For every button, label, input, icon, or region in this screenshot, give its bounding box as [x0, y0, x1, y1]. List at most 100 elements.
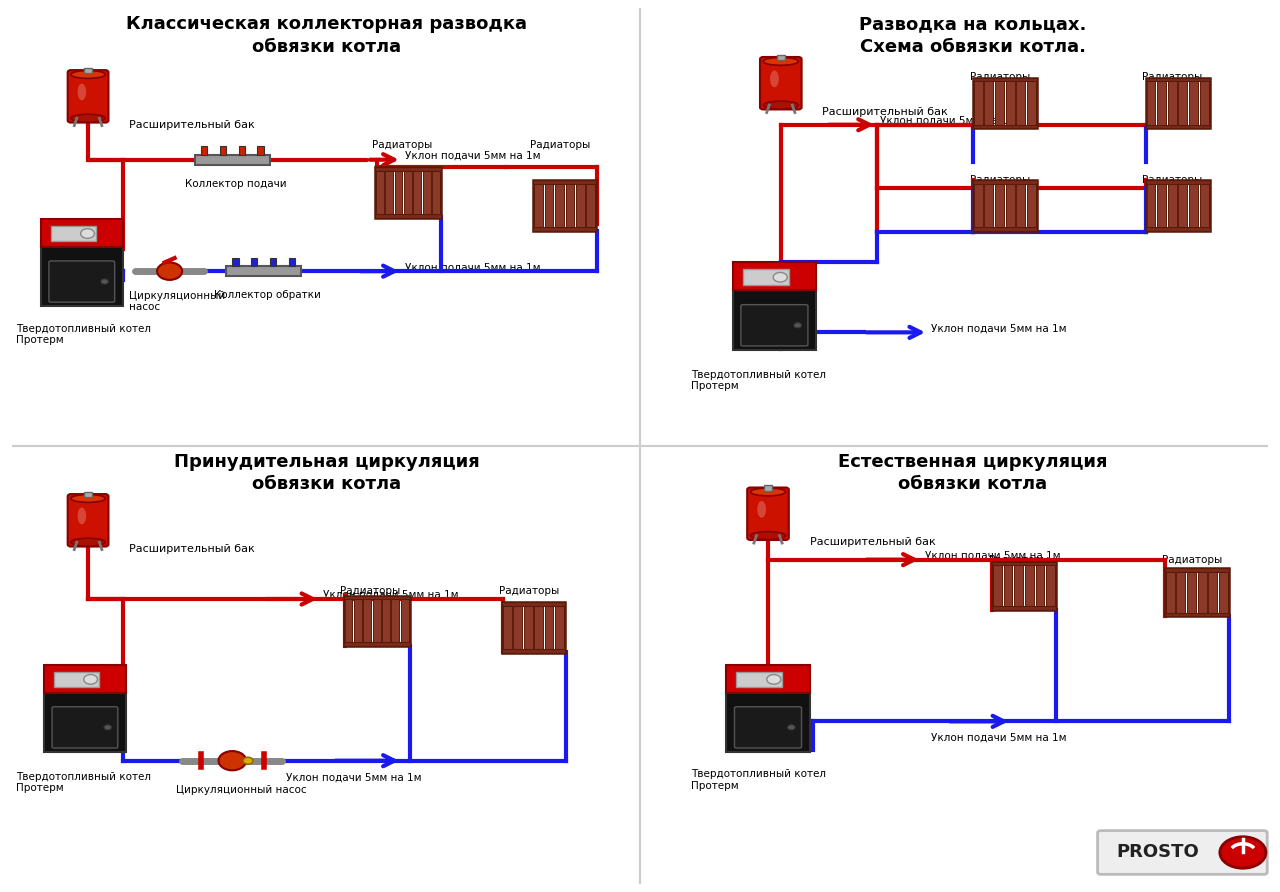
Bar	[1157, 78, 1166, 128]
Bar	[394, 168, 402, 218]
Text: PROSTO: PROSTO	[1116, 844, 1199, 862]
Text: Твердотопливный котел
Протерм: Твердотопливный котел Протерм	[15, 772, 151, 793]
Bar	[413, 168, 421, 218]
Bar	[1165, 613, 1229, 616]
Bar	[534, 227, 596, 231]
Text: Твердотопливный котел
Протерм: Твердотопливный котел Протерм	[691, 770, 826, 791]
Bar	[1165, 568, 1229, 616]
Bar	[973, 180, 1037, 184]
Bar	[576, 180, 585, 231]
Bar	[973, 78, 1037, 81]
Circle shape	[243, 757, 253, 764]
Circle shape	[767, 674, 781, 684]
Ellipse shape	[750, 488, 786, 496]
Text: Разводка на кольцах.
Схема обвязки котла.: Разводка на кольцах. Схема обвязки котла…	[859, 15, 1087, 56]
FancyBboxPatch shape	[41, 219, 123, 247]
Text: Радиаторы: Радиаторы	[1143, 72, 1203, 82]
Bar	[1167, 180, 1176, 231]
Text: Уклон подачи 5мм на 1м: Уклон подачи 5мм на 1м	[404, 151, 540, 161]
Bar	[1179, 180, 1188, 231]
Text: Расширительный бак: Расширительный бак	[823, 107, 948, 117]
Ellipse shape	[70, 114, 105, 122]
Ellipse shape	[78, 508, 86, 524]
FancyBboxPatch shape	[68, 70, 109, 122]
Bar	[992, 607, 1056, 610]
Circle shape	[773, 272, 787, 282]
Circle shape	[219, 751, 246, 771]
Bar	[1016, 78, 1025, 128]
Bar	[586, 180, 595, 231]
Bar	[1167, 78, 1176, 128]
Bar	[1006, 180, 1015, 231]
Bar	[764, 485, 772, 491]
Text: Коллектор обратки: Коллектор обратки	[214, 290, 320, 300]
Bar	[1025, 562, 1034, 610]
Bar	[289, 258, 296, 267]
Bar	[502, 649, 564, 653]
Text: Радиаторы: Радиаторы	[371, 140, 431, 150]
Ellipse shape	[763, 101, 799, 109]
Bar	[736, 672, 782, 687]
FancyBboxPatch shape	[760, 57, 801, 110]
FancyBboxPatch shape	[748, 488, 788, 540]
Bar	[392, 596, 399, 646]
Bar	[1147, 78, 1156, 128]
Bar	[1219, 568, 1228, 616]
Bar	[992, 562, 1056, 566]
Text: Радиаторы: Радиаторы	[530, 140, 590, 150]
Bar	[995, 180, 1004, 231]
Bar	[270, 258, 276, 267]
Bar	[993, 562, 1002, 610]
Ellipse shape	[763, 57, 799, 65]
Bar	[1146, 78, 1210, 128]
Bar	[513, 602, 522, 653]
Bar	[201, 146, 207, 155]
Bar	[1179, 78, 1188, 128]
Text: Уклон подачи 5мм на 1м: Уклон подачи 5мм на 1м	[881, 116, 1015, 126]
Text: Радиаторы: Радиаторы	[970, 175, 1030, 185]
Text: Твердотопливный котел
Протерм: Твердотопливный котел Протерм	[15, 324, 151, 345]
Text: Радиаторы: Радиаторы	[970, 72, 1030, 82]
Bar	[973, 227, 1037, 231]
Bar	[353, 596, 362, 646]
FancyBboxPatch shape	[732, 262, 817, 291]
Bar	[534, 180, 596, 184]
Text: Циркуляционный
насос: Циркуляционный насос	[129, 291, 225, 312]
Bar	[1189, 78, 1198, 128]
Bar	[257, 146, 264, 155]
Bar	[1146, 180, 1210, 184]
Bar	[195, 155, 270, 164]
Bar	[545, 602, 553, 653]
Bar	[364, 596, 371, 646]
Text: Классическая коллекторная разводка
обвязки котла: Классическая коллекторная разводка обвяз…	[125, 15, 527, 56]
Bar	[401, 596, 408, 646]
Bar	[1014, 562, 1023, 610]
Text: Расширительный бак: Расширительный бак	[129, 544, 255, 554]
Text: Уклон подачи 5мм на 1м: Уклон подачи 5мм на 1м	[924, 551, 1060, 561]
Text: Радиаторы: Радиаторы	[988, 555, 1050, 566]
FancyBboxPatch shape	[49, 261, 115, 302]
Circle shape	[1220, 837, 1266, 868]
Text: Уклон подачи 5мм на 1м: Уклон подачи 5мм на 1м	[932, 324, 1066, 334]
Bar	[995, 78, 1004, 128]
Text: Уклон подачи 5мм на 1м: Уклон подачи 5мм на 1м	[285, 773, 421, 783]
Bar	[381, 596, 390, 646]
Bar	[1004, 562, 1012, 610]
Circle shape	[83, 674, 97, 684]
Bar	[545, 180, 553, 231]
Text: Расширительный бак: Расширительный бак	[129, 120, 255, 130]
Bar	[534, 180, 596, 231]
FancyBboxPatch shape	[1097, 830, 1267, 874]
Ellipse shape	[70, 70, 105, 78]
Bar	[1036, 562, 1044, 610]
Bar	[251, 258, 257, 267]
Circle shape	[101, 279, 109, 285]
Bar	[502, 602, 564, 606]
Text: Радиаторы: Радиаторы	[340, 586, 401, 596]
Bar	[1165, 568, 1229, 572]
FancyBboxPatch shape	[735, 706, 801, 748]
Bar	[1199, 78, 1208, 128]
Bar	[1027, 180, 1036, 231]
Bar	[233, 258, 238, 267]
Text: Уклон подачи 5мм на 1м: Уклон подачи 5мм на 1м	[324, 590, 458, 599]
